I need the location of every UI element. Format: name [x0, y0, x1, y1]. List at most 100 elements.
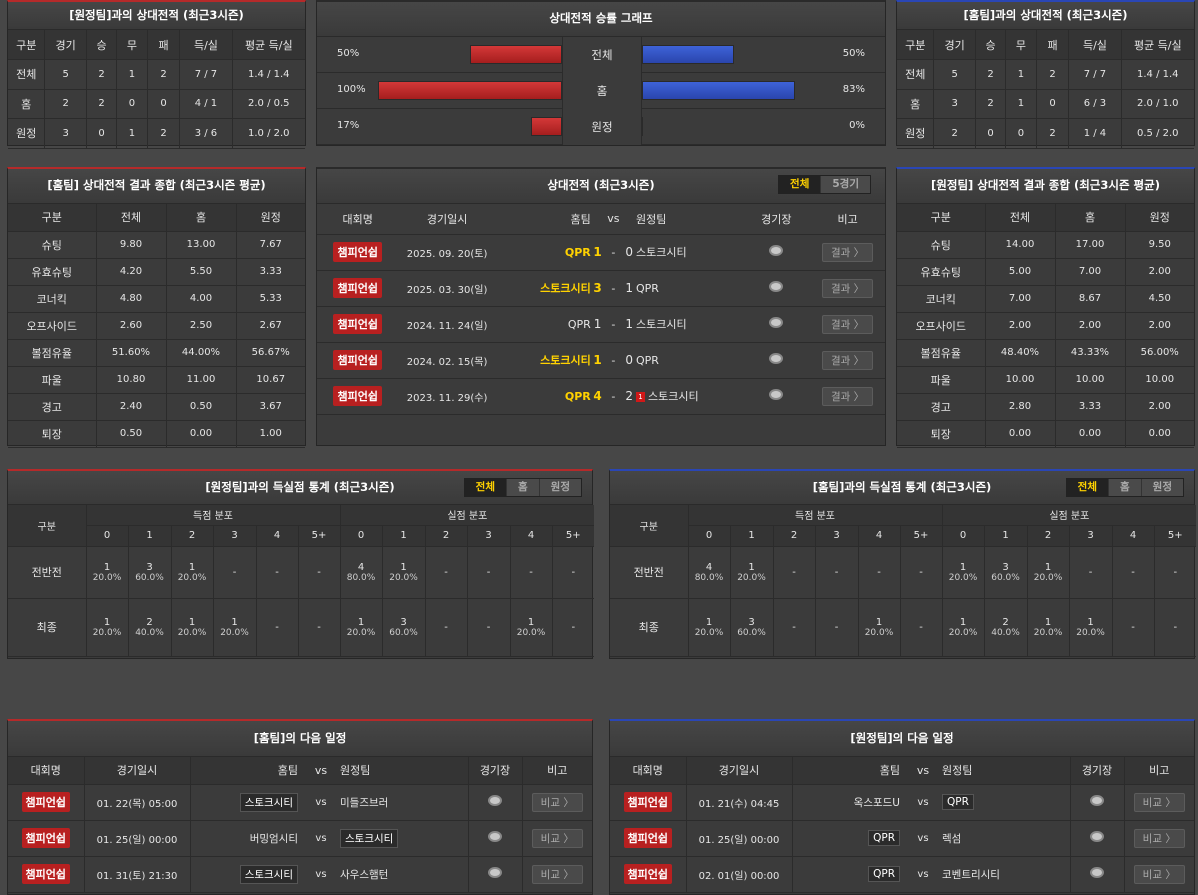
count: 3 [748, 616, 755, 628]
competition-badge[interactable]: 챔피언쉽 [333, 278, 382, 298]
row-label: 오프사이드 [8, 312, 97, 340]
stadium-icon[interactable] [488, 867, 502, 878]
next-away-panel: [원정팀]의 다음 일정 대회명 경기일시 홈팀 vs 원정팀 경기장 비고 챔피언쉽 01. … [609, 719, 1195, 895]
compare-button[interactable]: 비교 〉 [531, 864, 583, 884]
count: - [444, 621, 448, 633]
schedule-row: 챔피언쉽 01. 22(목) 05:00 스토크시티 vs 미들즈브러 비교 〉 [8, 784, 592, 821]
toggle-5-games[interactable]: 5경기 [821, 176, 870, 193]
away-team: 코벤트리시티 [942, 868, 1000, 881]
competition-badge[interactable]: 챔피언쉽 [21, 828, 70, 848]
count: - [877, 566, 881, 578]
distribution-cell: - [1112, 546, 1155, 599]
result-button[interactable]: 결과 〉 [822, 350, 874, 370]
compare-button[interactable]: 비교 〉 [1133, 828, 1185, 848]
cell: 56.67% [236, 339, 305, 367]
toggle-home[interactable]: 홈 [507, 479, 540, 496]
stadium-icon[interactable] [769, 281, 784, 292]
summary-away-table: 구분 전체 홈 원정 슈팅 14.00 17.00 9.50 유효슈팅 5.00 7.00 2.00 코… [897, 204, 1194, 448]
stadium-icon[interactable] [769, 245, 784, 256]
result-button[interactable]: 결과 〉 [822, 242, 874, 262]
column-header: 4 [858, 525, 901, 547]
percent: 20.0% [177, 627, 207, 638]
column-header-note: 비고 [810, 204, 885, 235]
competition-badge[interactable]: 챔피언쉽 [333, 386, 382, 406]
cell: 3.33 [236, 258, 305, 286]
result-button[interactable]: 결과 〉 [822, 278, 874, 298]
away-team: 스토크시티 [648, 390, 699, 403]
match-date: 01. 21(수) 04:45 [686, 784, 793, 821]
table-row: 오프사이드 2.60 2.50 2.67 [8, 312, 305, 340]
cell: 10.00 [985, 366, 1056, 394]
stadium-icon[interactable] [769, 353, 784, 364]
column-header-note: 비고 [1124, 757, 1194, 785]
result-button[interactable]: 결과 〉 [822, 314, 874, 334]
stadium-icon[interactable] [769, 389, 784, 400]
match-date: 2024. 11. 24(일) [398, 306, 496, 343]
competition-badge[interactable]: 챔피언쉽 [21, 864, 70, 884]
schedule-row: 챔피언쉽 02. 01(일) 00:00 QPR vs 코벤트리시티 비교 〉 [610, 856, 1194, 893]
distribution-cell: - [1154, 546, 1197, 599]
competition-badge[interactable]: 챔피언쉽 [333, 242, 382, 262]
table-row: 볼점유율 51.60% 44.00% 56.67% [8, 339, 305, 367]
compare-button[interactable]: 비교 〉 [1133, 864, 1185, 884]
column-header: 패 [147, 30, 181, 60]
away-score: 1 [622, 270, 636, 307]
compare-button[interactable]: 비교 〉 [531, 792, 583, 812]
cell: 2 [147, 118, 181, 149]
percent: 20.0% [1033, 572, 1063, 583]
cell: 0.50 [96, 420, 167, 448]
toggle-home[interactable]: 홈 [1109, 479, 1142, 496]
competition-badge[interactable]: 챔피언쉽 [21, 792, 70, 812]
competition-badge[interactable]: 챔피언쉽 [333, 314, 382, 334]
column-header: 구분 [897, 30, 935, 60]
cell: 2.00 [1125, 258, 1194, 286]
toggle-all[interactable]: 전체 [779, 176, 822, 193]
compare-button[interactable]: 비교 〉 [1133, 792, 1185, 812]
stadium-icon[interactable] [1090, 831, 1104, 842]
percent: 20.0% [737, 572, 766, 583]
result-button[interactable]: 결과 〉 [822, 386, 874, 406]
panel-title: [홈팀]과의 득실점 통계 (최근3시즌) 전체 홈 원정 [610, 471, 1194, 505]
home-team: 스토크시티 [239, 792, 298, 812]
column-header: 원정 [236, 204, 305, 232]
competition-badge[interactable]: 챔피언쉽 [623, 828, 672, 848]
compare-button[interactable]: 비교 〉 [531, 828, 583, 848]
row-label: 코너킥 [897, 285, 986, 313]
distribution-cell: - [298, 598, 341, 657]
stadium-icon[interactable] [769, 317, 784, 328]
column-header: 2 [773, 525, 816, 547]
header-row: 구분 전체 홈 원정 [897, 204, 1194, 232]
percent: 60.0% [737, 627, 766, 638]
cell: 13.00 [166, 231, 237, 259]
competition-badge[interactable]: 챔피언쉽 [623, 864, 672, 884]
home-team: 버밍엄시티 [249, 832, 298, 845]
cell: 10.67 [236, 366, 305, 394]
toggle-all[interactable]: 전체 [1066, 479, 1109, 496]
stadium-icon[interactable] [488, 795, 502, 806]
away-score: 2 [622, 378, 636, 415]
distribution-cell: 1 20.0% [858, 598, 901, 657]
percent: 60.0% [991, 572, 1020, 583]
distribution-cell: - [256, 598, 299, 657]
toggle-away[interactable]: 원정 [539, 479, 581, 496]
cell: 0 [1005, 118, 1037, 149]
match-date: 2025. 09. 20(토) [398, 234, 496, 271]
distribution-cell: 1 20.0% [86, 598, 129, 657]
row-label: 최종 [610, 598, 689, 657]
percent: 20.0% [177, 572, 207, 583]
distribution-cell: - [425, 598, 468, 657]
competition-badge[interactable]: 챔피언쉽 [333, 350, 382, 370]
stadium-icon[interactable] [1090, 867, 1104, 878]
stadium-icon[interactable] [488, 831, 502, 842]
table-row: 유효슈팅 4.20 5.50 3.33 [8, 258, 305, 286]
count: 3 [400, 616, 407, 628]
competition-badge[interactable]: 챔피언쉽 [623, 792, 672, 812]
panel-title: [홈팀]과의 상대전적 (최근3시즌) [897, 2, 1194, 30]
stadium-icon[interactable] [1090, 795, 1104, 806]
row-label: 원정 [897, 118, 935, 149]
away-team: QPR [942, 794, 974, 810]
row-label: 최종 [8, 598, 87, 657]
cell: 2 [975, 89, 1007, 119]
toggle-all[interactable]: 전체 [464, 479, 507, 496]
toggle-away[interactable]: 원정 [1141, 479, 1183, 496]
